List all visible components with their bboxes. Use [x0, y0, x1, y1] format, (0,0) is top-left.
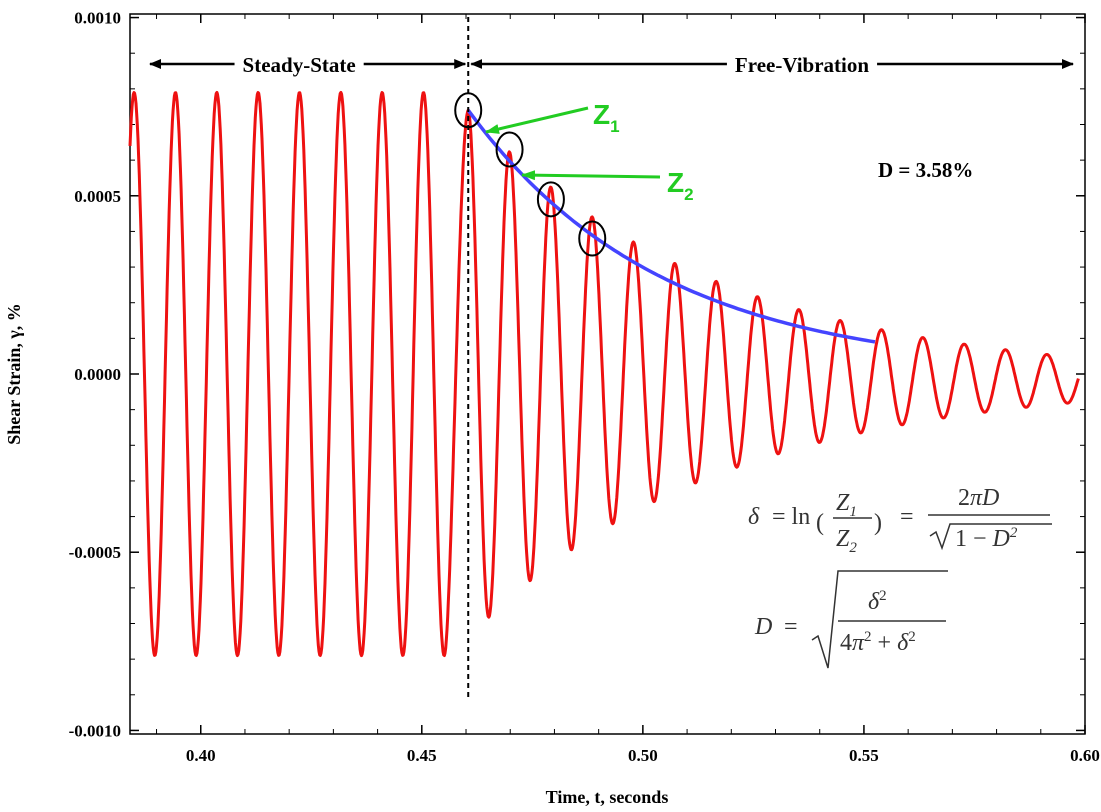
- y-tick-label: 0.0000: [74, 365, 121, 384]
- x-tick-label: 0.45: [407, 746, 437, 765]
- circled-peaks: [454, 92, 607, 257]
- damping-ratio-annotation: D = 3.58%: [878, 158, 973, 182]
- svg-text:): ): [874, 510, 882, 536]
- svg-text:Z1: Z1: [836, 490, 857, 520]
- svg-text:(: (: [816, 510, 824, 536]
- z1-pointer-arrow: [485, 106, 589, 134]
- y-axis-title: Shear Strain, γ, %: [4, 303, 24, 445]
- strain-series-line: [128, 90, 1080, 658]
- y-axis-ticks: 0.0010 0.0005 0.0000 -0.0005 -0.0010: [69, 9, 1085, 740]
- svg-text:δ: δ: [748, 504, 760, 530]
- y-tick-label: 0.0005: [74, 187, 121, 206]
- damping-ratio-formula: D = δ2 4π2 + δ2: [754, 570, 948, 669]
- svg-text:2πD: 2πD: [958, 485, 999, 511]
- decay-envelope-line: [466, 109, 876, 344]
- x-tick-label: 0.55: [849, 746, 879, 765]
- peak-circle: [536, 181, 565, 218]
- y-tick-label: -0.0005: [69, 543, 121, 562]
- y-tick-label: 0.0010: [74, 9, 121, 28]
- steady-state-label: Steady-State: [243, 53, 356, 77]
- peak-circle: [454, 92, 483, 129]
- steady-state-label-bg: [234, 50, 364, 78]
- x-axis-title: Time, t, seconds: [546, 787, 669, 807]
- svg-text:=: =: [900, 504, 914, 530]
- svg-text:Z2: Z2: [836, 526, 857, 556]
- svg-text:=: =: [784, 614, 798, 640]
- peak-circle: [495, 131, 524, 168]
- z2-label: Z2: [667, 167, 694, 204]
- svg-text:1 − D2: 1 − D2: [955, 525, 1018, 552]
- y-tick-label: -0.0010: [69, 721, 121, 740]
- svg-text:4π2 + δ2: 4π2 + δ2: [840, 629, 916, 656]
- x-axis-ticks: 0.40 0.45 0.50 0.55 0.60: [156, 14, 1100, 765]
- z1-label: Z1: [593, 99, 620, 136]
- x-tick-label: 0.50: [628, 746, 658, 765]
- svg-text:= ln: = ln: [772, 504, 810, 530]
- x-tick-label: 0.40: [186, 746, 216, 765]
- svg-text:D: D: [754, 614, 772, 640]
- svg-text:δ2: δ2: [868, 588, 887, 615]
- log-decrement-formula: δ = ln ( Z1 Z2 ) = 2πD 1 − D2: [748, 485, 1052, 556]
- peak-circle: [578, 220, 607, 257]
- free-vibration-label: Free-Vibration: [735, 53, 869, 77]
- free-vibration-label-bg: [726, 50, 878, 78]
- z2-pointer-arrow: [521, 170, 661, 181]
- x-tick-label: 0.60: [1070, 746, 1100, 765]
